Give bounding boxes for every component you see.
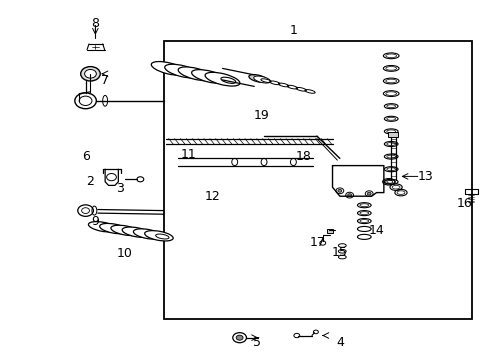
- Text: 9: 9: [91, 215, 99, 228]
- Circle shape: [366, 192, 370, 195]
- Bar: [387, 132, 397, 137]
- Text: 12: 12: [204, 190, 220, 203]
- Circle shape: [84, 69, 96, 78]
- Text: 7: 7: [101, 75, 109, 87]
- Text: 11: 11: [180, 148, 196, 161]
- Circle shape: [75, 93, 96, 109]
- Ellipse shape: [100, 224, 128, 234]
- Text: 2: 2: [86, 175, 94, 188]
- Ellipse shape: [191, 69, 226, 84]
- Text: 10: 10: [117, 247, 132, 260]
- Circle shape: [81, 208, 89, 213]
- Circle shape: [79, 96, 92, 105]
- Text: 19: 19: [253, 109, 269, 122]
- Circle shape: [78, 205, 93, 216]
- Ellipse shape: [164, 64, 199, 78]
- Text: 5: 5: [252, 336, 260, 349]
- Ellipse shape: [204, 72, 240, 86]
- Text: 3: 3: [116, 183, 123, 195]
- Ellipse shape: [122, 227, 150, 237]
- Text: 16: 16: [456, 197, 471, 210]
- Circle shape: [347, 194, 351, 197]
- Ellipse shape: [248, 75, 267, 82]
- Ellipse shape: [178, 67, 213, 81]
- Text: 8: 8: [91, 17, 99, 30]
- Ellipse shape: [111, 225, 139, 235]
- Circle shape: [236, 335, 243, 340]
- Circle shape: [81, 67, 100, 81]
- Bar: [163, 41, 471, 319]
- Circle shape: [337, 189, 341, 192]
- Bar: [326, 229, 333, 233]
- Text: 15: 15: [331, 246, 347, 258]
- Ellipse shape: [88, 222, 117, 232]
- Ellipse shape: [253, 76, 270, 83]
- Text: 17: 17: [309, 237, 325, 249]
- Text: 6: 6: [81, 150, 89, 163]
- Ellipse shape: [144, 231, 173, 241]
- Text: 1: 1: [289, 24, 297, 37]
- Text: 13: 13: [417, 170, 432, 183]
- Text: 18: 18: [295, 150, 310, 163]
- Text: 14: 14: [368, 224, 384, 237]
- Text: 4: 4: [335, 336, 343, 349]
- Ellipse shape: [133, 229, 162, 239]
- Ellipse shape: [151, 62, 186, 75]
